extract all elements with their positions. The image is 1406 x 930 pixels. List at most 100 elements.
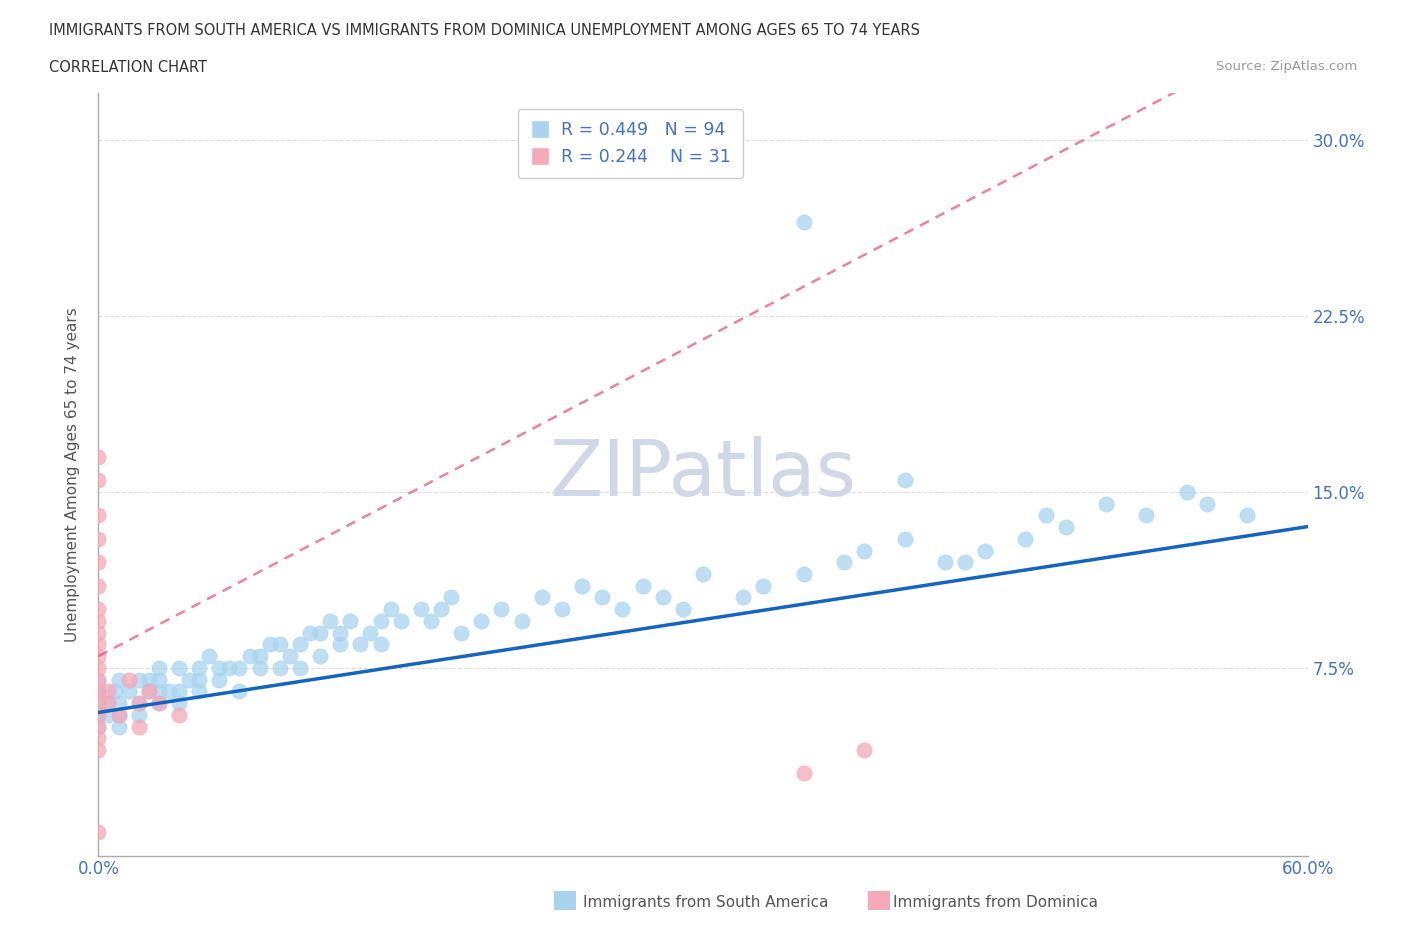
Point: [128, 696, 150, 711]
Point: [309, 649, 332, 664]
Point: [87, 684, 110, 698]
Point: [118, 672, 141, 687]
Point: [953, 555, 976, 570]
Point: [360, 625, 382, 640]
Point: [97, 696, 120, 711]
Point: [631, 578, 654, 593]
Text: IMMIGRANTS FROM SOUTH AMERICA VS IMMIGRANTS FROM DOMINICA UNEMPLOYMENT AMONG AGE: IMMIGRANTS FROM SOUTH AMERICA VS IMMIGRA…: [49, 23, 920, 38]
Point: [97, 696, 120, 711]
Point: [288, 637, 311, 652]
Point: [409, 602, 432, 617]
Point: [370, 637, 392, 652]
Point: [420, 614, 443, 629]
Point: [148, 672, 170, 687]
Point: [692, 566, 714, 581]
Point: [269, 637, 291, 652]
Point: [87, 472, 110, 487]
Point: [148, 696, 170, 711]
Point: [167, 660, 190, 675]
Point: [389, 614, 412, 629]
Point: [128, 719, 150, 734]
Text: Immigrants from South America: Immigrants from South America: [583, 895, 830, 910]
Point: [440, 590, 463, 604]
Point: [87, 684, 110, 698]
Point: [349, 637, 371, 652]
Point: [87, 719, 110, 734]
Point: [167, 708, 190, 723]
Point: [87, 508, 110, 523]
Point: [138, 672, 160, 687]
Point: [107, 719, 129, 734]
Point: [188, 660, 211, 675]
Point: [249, 660, 271, 675]
Point: [249, 649, 271, 664]
Point: [893, 472, 915, 487]
Y-axis label: Unemployment Among Ages 65 to 74 years: Unemployment Among Ages 65 to 74 years: [65, 307, 80, 642]
Point: [87, 708, 110, 723]
Point: [87, 696, 110, 711]
Point: [198, 649, 221, 664]
Point: [329, 625, 352, 640]
Point: [1195, 497, 1218, 512]
Point: [752, 578, 775, 593]
Point: [380, 602, 402, 617]
Point: [179, 672, 201, 687]
Text: ZIPatlas: ZIPatlas: [550, 436, 856, 512]
Point: [239, 649, 262, 664]
Point: [87, 672, 110, 687]
Point: [228, 684, 250, 698]
Point: [733, 590, 755, 604]
Point: [167, 684, 190, 698]
Text: CORRELATION CHART: CORRELATION CHART: [49, 60, 207, 75]
Point: [157, 684, 180, 698]
Point: [138, 684, 160, 698]
Point: [491, 602, 513, 617]
Point: [370, 614, 392, 629]
Point: [450, 625, 472, 640]
Point: [87, 731, 110, 746]
Point: [793, 766, 815, 781]
Point: [87, 825, 110, 840]
Point: [208, 672, 231, 687]
Point: [612, 602, 634, 617]
Point: [430, 602, 453, 617]
Point: [97, 708, 120, 723]
Point: [228, 660, 250, 675]
Point: [87, 660, 110, 675]
Point: [87, 449, 110, 464]
Point: [1095, 497, 1118, 512]
Point: [793, 566, 815, 581]
Point: [1236, 508, 1258, 523]
Point: [107, 696, 129, 711]
Point: [118, 684, 141, 698]
Point: [87, 719, 110, 734]
Point: [339, 614, 361, 629]
Point: [87, 649, 110, 664]
Point: [309, 625, 332, 640]
Point: [128, 708, 150, 723]
Legend: R = 0.449   N = 94, R = 0.244    N = 31: R = 0.449 N = 94, R = 0.244 N = 31: [517, 110, 744, 179]
Point: [319, 614, 342, 629]
Point: [853, 742, 876, 757]
Text: Source: ZipAtlas.com: Source: ZipAtlas.com: [1216, 60, 1357, 73]
Point: [87, 614, 110, 629]
Point: [893, 531, 915, 546]
Point: [218, 660, 240, 675]
Point: [470, 614, 492, 629]
Text: Immigrants from Dominica: Immigrants from Dominica: [893, 895, 1098, 910]
Point: [148, 696, 170, 711]
Point: [87, 602, 110, 617]
Point: [128, 672, 150, 687]
Point: [103, 684, 125, 698]
Point: [87, 531, 110, 546]
Point: [128, 696, 150, 711]
Point: [87, 578, 110, 593]
Point: [1014, 531, 1036, 546]
Point: [87, 708, 110, 723]
Point: [832, 555, 855, 570]
Point: [188, 684, 211, 698]
Point: [87, 696, 110, 711]
Point: [138, 684, 160, 698]
Point: [269, 660, 291, 675]
Point: [208, 660, 231, 675]
